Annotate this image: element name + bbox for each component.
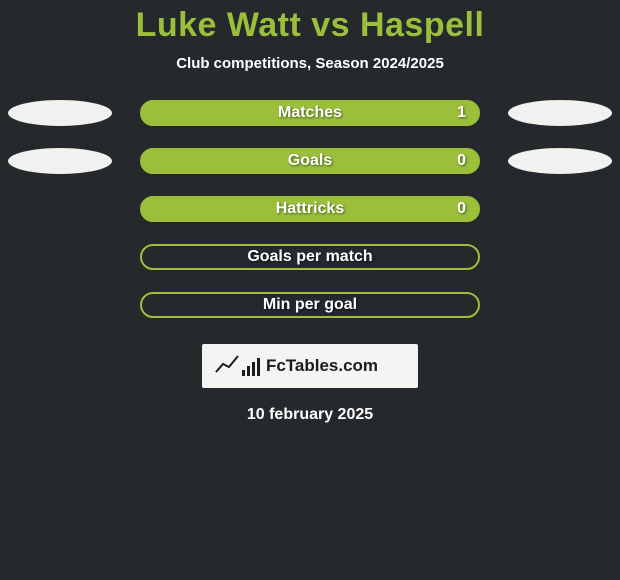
stat-value: 1 <box>457 104 466 122</box>
stat-label: Min per goal <box>263 296 357 314</box>
page-title: Luke Watt vs Haspell <box>0 0 620 45</box>
stat-value: 0 <box>457 152 466 170</box>
stat-row: Matches 1 <box>0 100 620 126</box>
stat-pill: Matches 1 <box>140 100 480 126</box>
chart-icon-bar <box>252 362 255 376</box>
chart-icon <box>242 356 260 376</box>
player-left-oval <box>8 100 112 126</box>
stat-row: Goals 0 <box>0 148 620 174</box>
player-right-oval <box>508 148 612 174</box>
comparison-infographic: Luke Watt vs Haspell Club competitions, … <box>0 0 620 580</box>
stat-pill: Goals per match <box>140 244 480 270</box>
stat-pill: Goals 0 <box>140 148 480 174</box>
stat-pill: Min per goal <box>140 292 480 318</box>
stat-label: Goals <box>288 152 332 170</box>
stat-pill: Hattricks 0 <box>140 196 480 222</box>
chart-icon-bar <box>257 358 260 376</box>
stat-row: Hattricks 0 <box>0 196 620 222</box>
stat-row: Goals per match <box>0 244 620 270</box>
player-left-oval <box>8 148 112 174</box>
stat-value: 0 <box>457 200 466 218</box>
brand-text: FcTables.com <box>266 356 378 376</box>
chart-icon-bar <box>247 366 250 376</box>
brand-logo: FcTables.com <box>202 344 418 388</box>
chart-icon-bar <box>242 370 245 376</box>
player-right-oval <box>508 100 612 126</box>
stat-label: Goals per match <box>247 248 372 266</box>
date-label: 10 february 2025 <box>0 406 620 424</box>
stat-label: Matches <box>278 104 342 122</box>
chart-icon-line <box>214 352 240 376</box>
stats-container: Matches 1 Goals 0 Hattricks 0 Goals per match M… <box>0 100 620 318</box>
page-subtitle: Club competitions, Season 2024/2025 <box>0 55 620 72</box>
stat-label: Hattricks <box>276 200 344 218</box>
stat-row: Min per goal <box>0 292 620 318</box>
